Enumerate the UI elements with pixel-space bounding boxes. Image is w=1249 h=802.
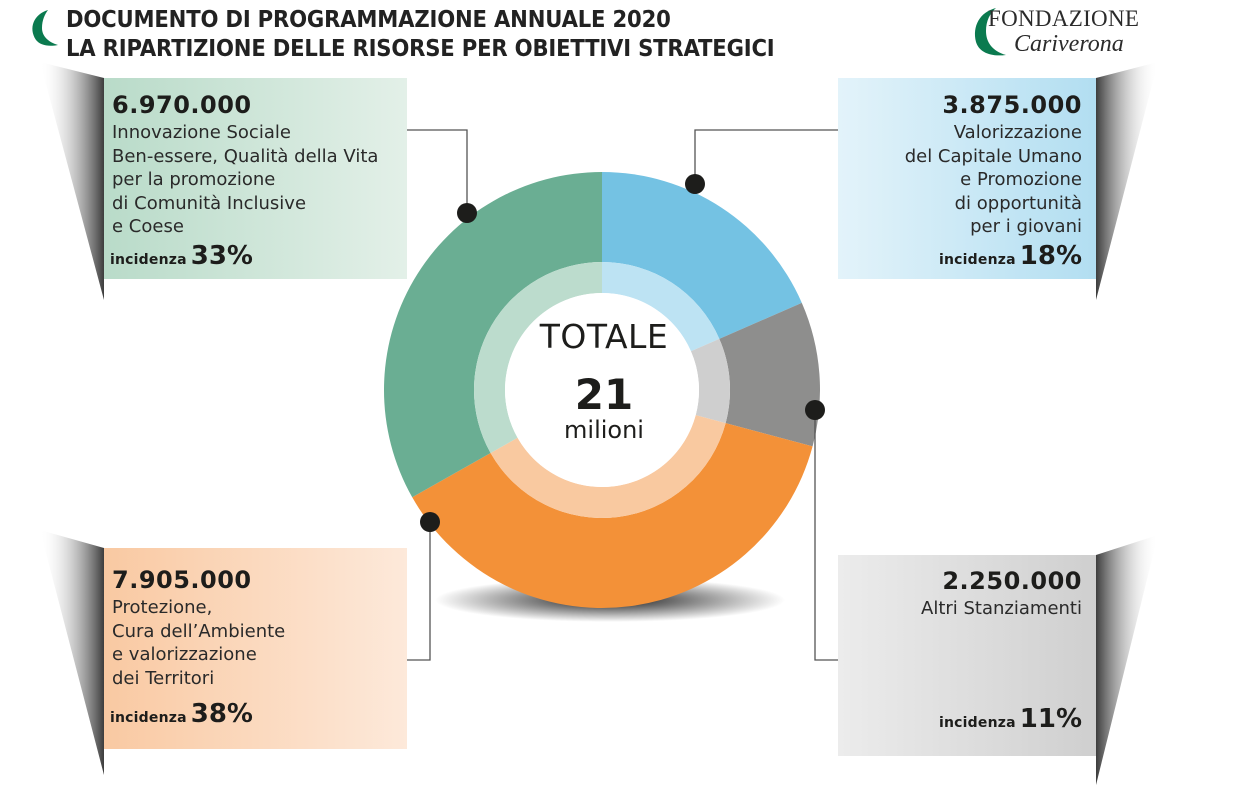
total-value: 21 — [574, 370, 634, 419]
title-line-2: LA RIPARTIZIONE DELLE RISORSE PER OBIETT… — [66, 36, 775, 62]
slice-inner-altri-stanziamenti — [690, 338, 730, 424]
leader-dot-capitale-umano — [685, 174, 705, 194]
category-box-protezione-ambiente: 7.905.000 Protezione, Cura dell’Ambiente… — [104, 548, 407, 749]
leader-line-altri-stanziamenti — [814, 410, 838, 661]
incidence-label: incidenza — [110, 710, 187, 726]
total-label: TOTALE — [539, 317, 669, 356]
slice-capitale-umano — [602, 172, 802, 339]
logo-line-1: FONDAZIONE — [988, 6, 1140, 31]
leader-dot-innovazione-sociale — [457, 203, 477, 223]
leader-line-protezione-ambiente — [407, 522, 431, 661]
leader-dot-altri-stanziamenti — [805, 400, 825, 420]
incidence-label: incidenza — [110, 252, 187, 268]
page-title: DOCUMENTO DI PROGRAMMAZIONE ANNUALE 2020… — [66, 6, 775, 64]
slice-inner-innovazione-sociale — [474, 262, 602, 454]
category-box-innovazione-sociale: 6.970.000 Innovazione Sociale Ben-essere… — [104, 78, 407, 279]
incidence: incidenza 18% — [939, 241, 1082, 271]
donut-hole — [505, 293, 699, 487]
category-value: 3.875.000 — [942, 91, 1082, 119]
leader-line-capitale-umano — [694, 129, 838, 184]
incidence: incidenza 33% — [110, 241, 253, 271]
incidence: incidenza 38% — [110, 699, 253, 729]
logo-line-2: Cariverona — [1014, 31, 1124, 57]
leader-line-innovazione-sociale — [407, 129, 468, 213]
category-value: 6.970.000 — [112, 91, 252, 119]
total-unit: milioni — [564, 416, 644, 444]
slice-innovazione-sociale — [384, 172, 602, 498]
incidence-percent: 11% — [1019, 704, 1082, 734]
category-value: 7.905.000 — [112, 566, 252, 594]
incidence-percent: 38% — [190, 699, 253, 729]
category-label: Innovazione Sociale Ben-essere, Qualità … — [112, 122, 379, 237]
incidence-percent: 18% — [1019, 241, 1082, 271]
category-box-capitale-umano: 3.875.000 Valorizzazione del Capitale Um… — [838, 78, 1096, 279]
title-line-1: DOCUMENTO DI PROGRAMMAZIONE ANNUALE 2020 — [66, 7, 671, 33]
fondazione-cariverona-logo: FONDAZIONE Cariverona — [966, 4, 1171, 59]
category-box-altri-stanziamenti: 2.250.000 Altri Stanziamenti incidenza 11… — [838, 555, 1096, 756]
slice-altri-stanziamenti — [719, 302, 820, 447]
category-label: Altri Stanziamenti — [921, 598, 1082, 619]
slice-protezione-ambiente — [412, 423, 813, 608]
slice-inner-capitale-umano — [602, 262, 720, 352]
incidence-label: incidenza — [939, 715, 1016, 731]
category-value: 2.250.000 — [942, 567, 1082, 595]
category-label: Valorizzazione del Capitale Umano e Prom… — [904, 122, 1082, 237]
category-label: Protezione, Cura dell’Ambiente e valoriz… — [112, 597, 286, 689]
leader-dot-protezione-ambiente — [420, 512, 440, 532]
leaf-icon — [32, 10, 58, 46]
incidence-percent: 33% — [190, 241, 253, 271]
incidence-label: incidenza — [939, 252, 1016, 268]
slice-inner-protezione-ambiente — [490, 415, 726, 518]
logo-mark-icon — [974, 8, 1006, 56]
incidence: incidenza 11% — [939, 704, 1082, 734]
